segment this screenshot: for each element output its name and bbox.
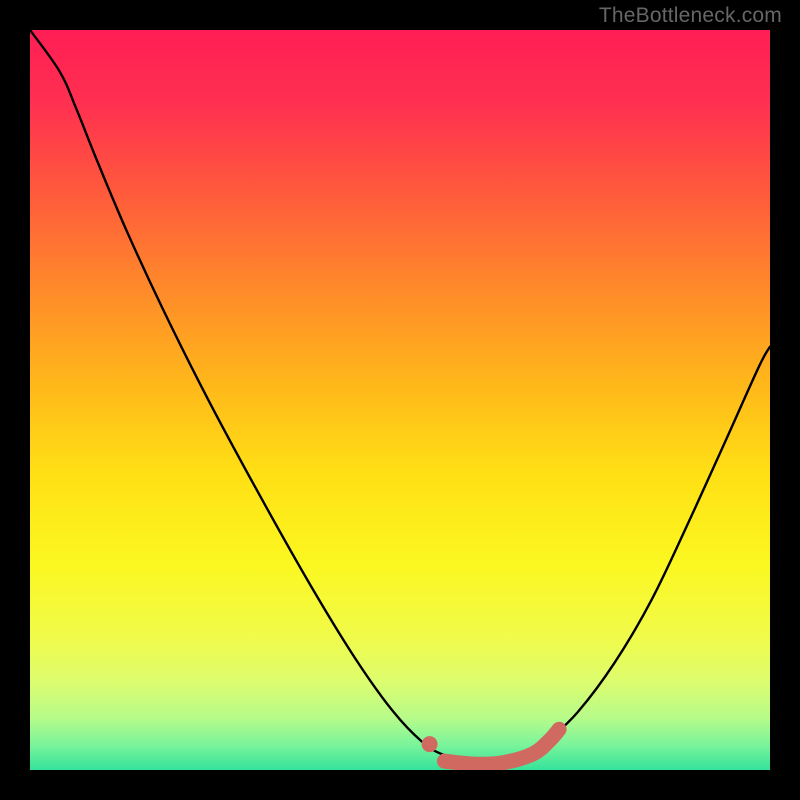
chart-background [30,30,770,770]
chart-area [30,30,770,770]
watermark-text: TheBottleneck.com [599,4,782,28]
highlight-dot [422,736,438,752]
chart-svg [30,30,770,770]
